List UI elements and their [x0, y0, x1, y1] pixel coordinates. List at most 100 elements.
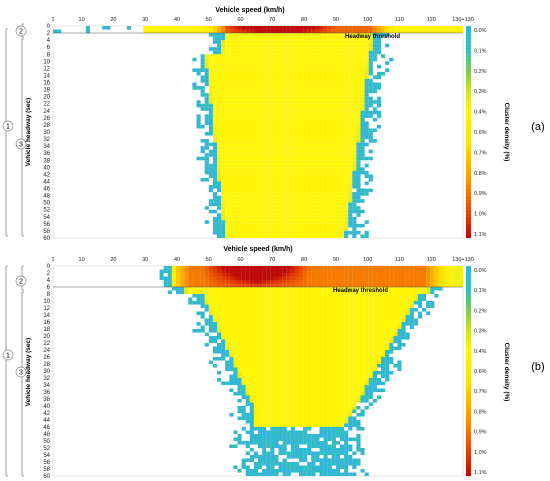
heatmap-cell — [364, 392, 369, 396]
heatmap-cell — [253, 329, 259, 333]
heatmap-cell — [229, 54, 234, 58]
heatmap-cell — [401, 322, 406, 326]
heatmap-cell — [286, 266, 291, 270]
heatmap-cell — [249, 213, 254, 217]
heatmap-cell — [286, 360, 291, 365]
heatmap-cell — [241, 297, 246, 302]
heatmap-cell — [221, 160, 226, 164]
heatmap-cell — [294, 40, 300, 44]
heatmap-cell — [282, 223, 287, 228]
heatmap-cell — [368, 174, 373, 178]
heatmap-cell — [188, 301, 193, 305]
heatmap-cell — [303, 160, 308, 164]
heatmap-cell — [307, 266, 312, 270]
heatmap-cell — [229, 360, 234, 365]
heatmap-cell — [180, 26, 185, 30]
heatmap-cell — [450, 266, 455, 270]
heatmap-cell — [225, 64, 230, 69]
heatmap-cell — [376, 50, 382, 55]
heatmap-cell — [319, 441, 324, 445]
heatmap-cell — [266, 381, 271, 386]
heatmap-cell — [208, 61, 213, 65]
heatmap-cell — [372, 374, 377, 379]
heatmap-cell — [311, 124, 316, 129]
heatmap-cell — [307, 213, 312, 217]
heatmap-cell — [389, 339, 394, 344]
heatmap-cell — [233, 332, 238, 337]
heatmap-cell — [405, 332, 410, 337]
heatmap-cell — [352, 121, 357, 125]
heatmap-cell — [307, 388, 312, 393]
heatmap-cell — [311, 280, 316, 284]
heatmap-cell — [290, 47, 295, 51]
heatmap-cell — [364, 174, 369, 178]
heatmap-cell — [409, 301, 414, 305]
heatmap-cell — [286, 336, 291, 340]
heatmap-cell — [225, 195, 230, 200]
heatmap-cell — [397, 315, 402, 319]
heatmap-cell — [327, 64, 332, 69]
heatmap-cell — [274, 86, 279, 90]
heatmap-cell — [249, 33, 254, 37]
heatmap-cell — [344, 160, 349, 164]
heatmap-cell — [323, 185, 328, 189]
heatmap-cell — [372, 353, 377, 358]
heatmap-cell — [245, 350, 250, 354]
heatmap-cell — [299, 146, 304, 150]
heatmap-cell — [249, 202, 254, 207]
heatmap-cell — [217, 195, 222, 200]
heatmap-cell — [303, 266, 308, 270]
heatmap-cell — [208, 107, 213, 111]
heatmap-cell — [262, 308, 267, 312]
heatmap-cell — [270, 339, 275, 344]
heatmap-cell — [196, 156, 201, 161]
heatmap-cell — [159, 26, 164, 30]
heatmap-cell — [188, 266, 193, 270]
heatmap-cell — [368, 273, 373, 277]
heatmap-cell — [319, 325, 324, 330]
heatmap-cell — [344, 26, 349, 30]
heatmap-cell — [294, 280, 300, 284]
heatmap-cell — [327, 318, 332, 323]
heatmap-cell — [331, 61, 336, 65]
heatmap-cell — [286, 177, 291, 182]
heatmap-cell — [167, 26, 172, 30]
heatmap-cell — [290, 146, 295, 150]
heatmap-cell — [307, 199, 312, 203]
heatmap-cell — [270, 26, 275, 30]
heatmap-cell — [389, 29, 394, 34]
heatmap-cell — [249, 280, 254, 284]
heatmap-cell — [319, 170, 324, 175]
heatmap-cell — [307, 216, 312, 221]
heatmap-cell — [229, 294, 234, 298]
heatmap-cell — [262, 33, 267, 37]
heatmap-cell — [315, 213, 320, 217]
heatmap-cell — [200, 315, 205, 319]
heatmap-cell — [397, 332, 402, 337]
heatmap-cell — [331, 273, 336, 277]
heatmap-cell — [409, 325, 414, 330]
heatmap-cell — [208, 360, 213, 365]
heatmap-cell — [311, 357, 316, 361]
heatmap-cell — [319, 395, 324, 400]
heatmap-cell — [286, 381, 291, 386]
heatmap-cell — [356, 336, 361, 340]
heatmap-cell — [253, 124, 259, 129]
heatmap-cell — [311, 206, 316, 210]
heatmap-cell — [335, 367, 341, 372]
x-tick-label: 20 — [110, 17, 116, 23]
heatmap-cell — [299, 430, 304, 435]
heatmap-cell — [233, 227, 238, 231]
heatmap-cell — [180, 276, 185, 281]
heatmap-cell — [282, 79, 287, 83]
heatmap-cell — [200, 283, 205, 288]
heatmap-cell — [282, 61, 287, 65]
heatmap-cell — [229, 181, 234, 186]
heatmap-cell — [352, 29, 357, 34]
heatmap-cell — [397, 276, 402, 281]
heatmap-cell — [376, 283, 382, 288]
heatmap-cell — [307, 402, 312, 407]
heatmap-cell — [258, 276, 263, 281]
heatmap-cell — [290, 75, 295, 80]
heatmap-cell — [327, 399, 332, 403]
